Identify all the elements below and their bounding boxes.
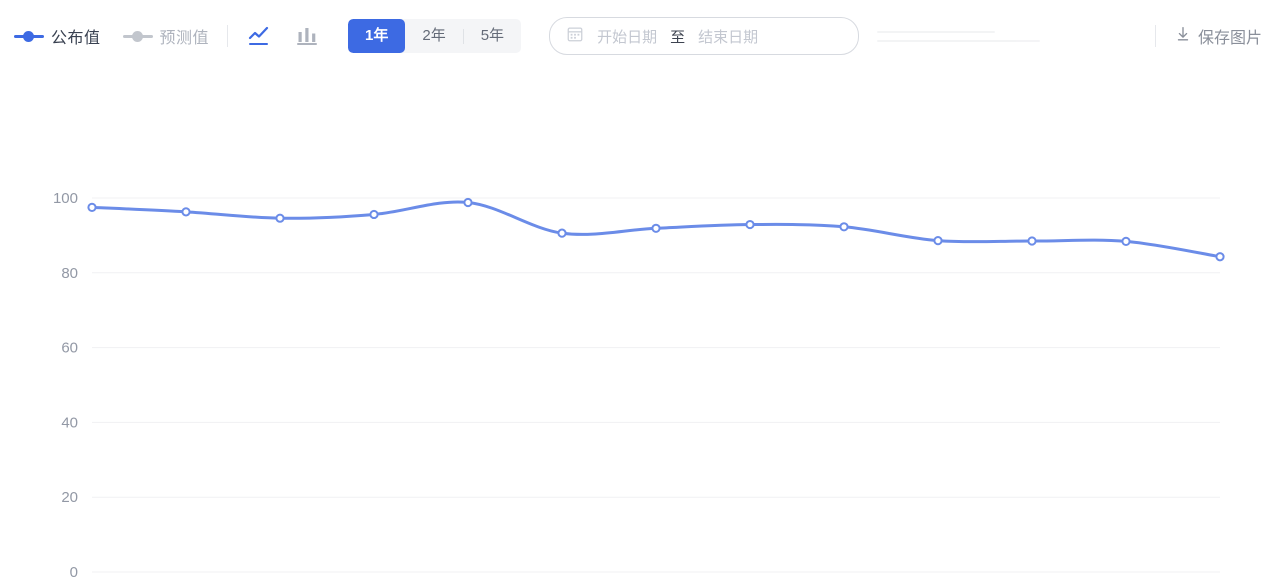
date-range-separator: 至	[670, 28, 686, 46]
y-axis-tick-label: 80	[61, 265, 78, 282]
chart-type-switcher	[246, 22, 320, 50]
save-group: 保存图片	[1137, 24, 1262, 48]
data-point[interactable]	[463, 197, 473, 208]
download-icon	[1174, 25, 1192, 48]
end-date-input[interactable]: 结束日期	[698, 28, 759, 46]
y-axis-ticks: 0 20 40 60 80 100	[53, 190, 78, 581]
series-points[interactable]	[87, 197, 1225, 262]
y-axis-tick-label: 20	[61, 489, 78, 506]
data-point[interactable]	[369, 209, 379, 220]
data-point[interactable]	[1121, 236, 1131, 246]
y-axis-tick-label: 100	[53, 190, 78, 207]
gridlines	[92, 197, 1220, 573]
data-point[interactable]	[1215, 252, 1225, 262]
data-point[interactable]	[275, 213, 285, 223]
toolbar-divider	[1154, 25, 1156, 47]
line-chart-icon[interactable]	[246, 22, 272, 50]
calendar-icon	[566, 25, 584, 48]
legend-label-forecast: 预测值	[159, 30, 210, 47]
legend-item-published[interactable]: 公布值	[14, 24, 101, 48]
range-button-5y[interactable]: 5年	[464, 19, 521, 53]
legend-label-published: 公布值	[51, 30, 101, 47]
data-point[interactable]	[557, 228, 567, 238]
range-divider	[462, 28, 464, 44]
line-marker-icon	[14, 30, 44, 42]
y-axis-tick-label: 40	[61, 414, 78, 431]
legend-item-forecast[interactable]: 预测值	[122, 24, 210, 48]
chart-toolbar: 公布值 预测值 1年 2年 5年	[0, 0, 1276, 72]
loading-placeholder	[877, 24, 1067, 48]
data-point[interactable]	[1027, 236, 1037, 246]
bar-chart-icon[interactable]	[294, 22, 320, 50]
save-image-button[interactable]: 保存图片	[1174, 24, 1262, 48]
range-button-2y[interactable]: 2年	[405, 19, 462, 53]
range-button-1y[interactable]: 1年	[348, 19, 406, 53]
date-range-picker[interactable]: 开始日期 至 结束日期	[549, 17, 860, 55]
legend: 公布值 预测值	[14, 24, 209, 48]
data-point[interactable]	[181, 207, 191, 217]
toolbar-divider	[227, 25, 229, 47]
data-point[interactable]	[933, 236, 943, 246]
y-axis-tick-label: 0	[70, 564, 78, 581]
data-point[interactable]	[745, 219, 755, 230]
start-date-input[interactable]: 开始日期	[597, 28, 658, 46]
y-axis-tick-label: 60	[61, 340, 78, 357]
save-image-label: 保存图片	[1197, 30, 1262, 47]
data-point[interactable]	[87, 202, 97, 212]
range-selector: 1年 2年 5年	[348, 19, 522, 53]
data-point[interactable]	[651, 223, 661, 233]
line-marker-icon	[122, 30, 153, 42]
data-point[interactable]	[839, 222, 849, 232]
